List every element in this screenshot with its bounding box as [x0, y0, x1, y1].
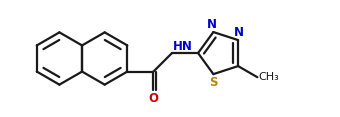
- Text: S: S: [209, 76, 218, 89]
- Text: CH₃: CH₃: [258, 72, 279, 82]
- Text: N: N: [207, 18, 217, 31]
- Text: HN: HN: [172, 40, 192, 53]
- Text: O: O: [149, 92, 158, 105]
- Text: N: N: [234, 26, 244, 39]
